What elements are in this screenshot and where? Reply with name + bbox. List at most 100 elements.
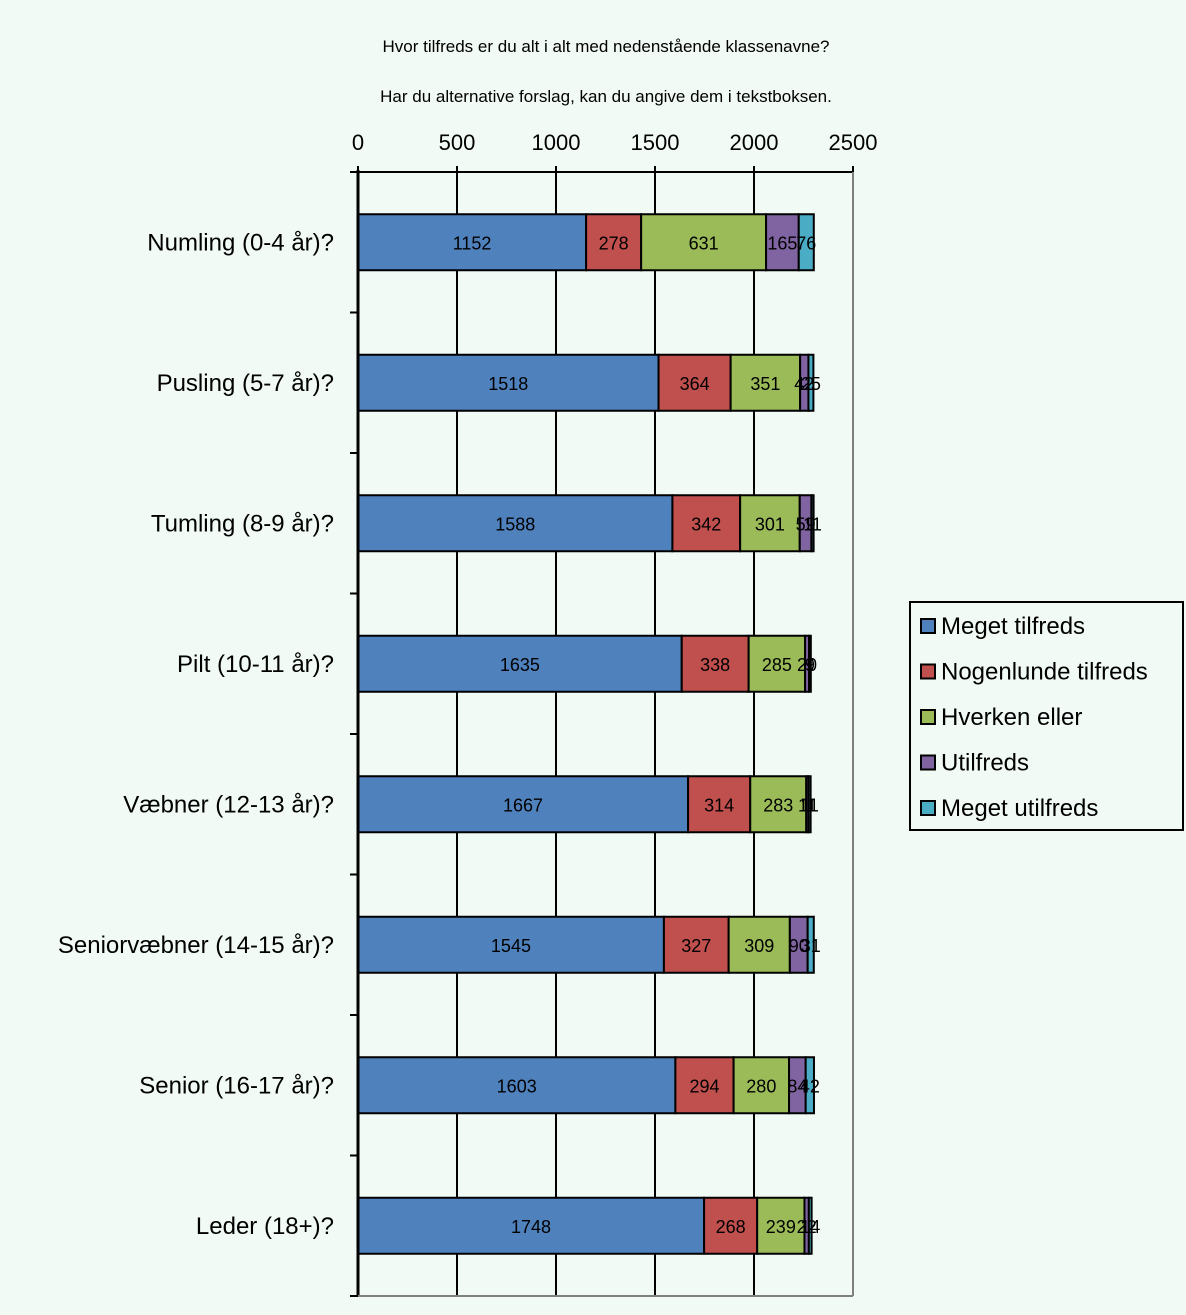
- category-label: Væbner (12-13 år)?: [123, 791, 334, 818]
- data-label: 22: [797, 1217, 817, 1237]
- data-label: 364: [680, 374, 710, 394]
- bar-segment: [357, 1196, 706, 1255]
- data-label: 283: [763, 795, 793, 815]
- legend-label: Hverken eller: [941, 704, 1082, 731]
- bar-segment: [674, 1056, 735, 1115]
- data-label: 42: [800, 1076, 820, 1096]
- data-label: 59: [796, 514, 816, 534]
- data-label: 11: [803, 514, 822, 534]
- data-label: 9: [805, 655, 815, 675]
- data-label: 1667: [503, 795, 543, 815]
- data-label: 280: [746, 1076, 776, 1096]
- data-label: 1748: [511, 1217, 551, 1237]
- legend-swatch: [920, 800, 936, 816]
- category-label: Pusling (5-7 år)?: [157, 370, 334, 397]
- category-label: Pilt (10-11 år)?: [177, 651, 334, 678]
- data-label: 268: [716, 1217, 746, 1237]
- data-label: 342: [691, 514, 721, 534]
- bar-segment: [687, 775, 752, 834]
- bar-segment: [357, 494, 674, 553]
- legend-box: [909, 601, 1184, 831]
- legend-swatch: [920, 663, 936, 680]
- data-label: 84: [787, 1076, 807, 1096]
- data-label: 20: [797, 655, 817, 675]
- bar-segment: [806, 915, 815, 974]
- bar-segment: [657, 353, 732, 412]
- data-label: 11: [798, 795, 817, 815]
- bar-segment: [703, 1196, 759, 1255]
- category-label: Numling (0-4 år)?: [147, 229, 334, 256]
- legend: Meget tilfreds Nogenlunde tilfreds Hverken…: [909, 601, 1184, 831]
- category-label: Senior (16-17 år)?: [139, 1072, 334, 1099]
- bar-segment: [357, 1056, 677, 1115]
- legend-label: Meget tilfreds: [941, 613, 1085, 640]
- x-tick-label: 500: [439, 130, 476, 155]
- bar-segment: [671, 494, 742, 553]
- bar-segment: [729, 353, 802, 412]
- data-label: 338: [700, 655, 730, 675]
- bar-segment: [357, 915, 665, 974]
- legend-swatch: [920, 618, 936, 634]
- data-label: 1518: [488, 374, 528, 394]
- data-label: 165: [767, 233, 797, 253]
- bar-segment: [808, 634, 812, 693]
- x-tick-label: 1500: [631, 130, 680, 155]
- data-label: 90: [789, 936, 809, 956]
- bar-segment: [357, 213, 588, 272]
- data-label: 1545: [491, 936, 531, 956]
- bar-segment: [732, 1056, 791, 1115]
- data-label: 351: [750, 374, 780, 394]
- x-tick-label: 0: [352, 130, 364, 155]
- bar-segment: [585, 213, 643, 272]
- bar-segment: [680, 634, 750, 693]
- category-label: Seniorvæbner (14-15 år)?: [58, 932, 334, 959]
- category-label: Tumling (8-9 år)?: [151, 510, 334, 537]
- bar-segment: [747, 634, 807, 693]
- bar-segment: [357, 634, 683, 693]
- data-label: 25: [801, 374, 821, 394]
- bar-segment: [804, 1056, 815, 1115]
- data-label: 1588: [495, 514, 535, 534]
- chart-title: Hvor tilfreds er du alt i alt med nedens…: [383, 37, 830, 56]
- bars: [357, 213, 815, 1255]
- grid: [357, 166, 854, 1296]
- data-label: 11: [800, 795, 819, 815]
- data-label: 327: [681, 936, 711, 956]
- bar-segment: [797, 213, 815, 272]
- x-tick-label: 2500: [829, 130, 878, 155]
- legend-swatch: [920, 709, 936, 725]
- legend-label: Utilfreds: [941, 750, 1029, 777]
- data-label: 1152: [453, 233, 492, 253]
- legend-swatch: [920, 754, 936, 771]
- chart-subtitle: Har du alternative forslag, kan du angiv…: [380, 87, 832, 106]
- bar-segment: [807, 1196, 813, 1255]
- data-label: 14: [800, 1217, 820, 1237]
- data-label: 294: [689, 1076, 719, 1096]
- category-labels: Numling (0-4 år)? Pusling (5-7 år)? Tumlin…: [58, 229, 334, 1240]
- bar-segment: [807, 775, 812, 834]
- data-label: 1635: [500, 655, 540, 675]
- bar-segment: [749, 775, 808, 834]
- data-label: 278: [599, 233, 629, 253]
- legend-label: Meget utilfreds: [941, 795, 1098, 822]
- data-label: 309: [744, 936, 774, 956]
- axes: [350, 170, 854, 1297]
- x-tick-label: 2000: [730, 130, 779, 155]
- tick-labels: 0 500 1000 1500 2000 2500: [352, 130, 878, 155]
- data-label: 76: [796, 233, 816, 253]
- category-label: Leder (18+)?: [196, 1213, 334, 1240]
- data-label: 301: [755, 514, 785, 534]
- x-tick-label: 1000: [532, 130, 581, 155]
- data-label: 285: [762, 655, 792, 675]
- data-label: 239: [766, 1217, 796, 1237]
- bar-segment: [810, 494, 815, 553]
- data-label: 42: [794, 374, 814, 394]
- legend-label: Nogenlunde tilfreds: [941, 659, 1148, 686]
- bar-segment: [765, 213, 800, 272]
- data-label: 314: [704, 795, 734, 815]
- data-label: 631: [689, 233, 719, 253]
- bar-segment: [807, 353, 815, 412]
- bar-segment: [739, 494, 801, 553]
